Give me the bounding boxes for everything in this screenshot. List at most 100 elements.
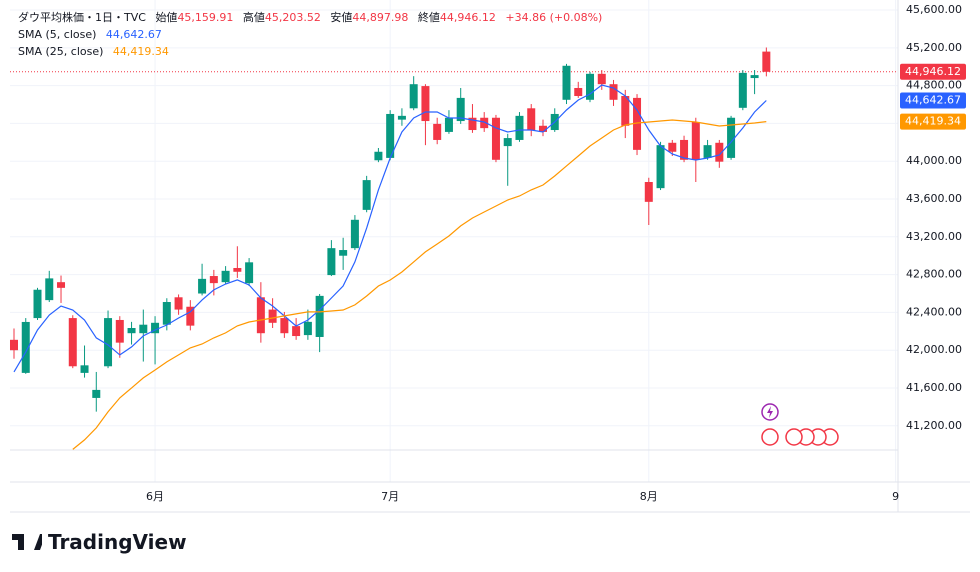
ohlc-label: 安値 [330,11,353,24]
candle-body [691,121,700,160]
x-tick-label: 7月 [381,490,399,503]
sma-line [13,84,767,373]
candle-body [515,115,524,140]
candle-body [750,75,759,79]
change: +34.86 (+0.08%) [505,11,603,24]
candle-body [139,324,148,334]
x-tick-label: 8月 [640,490,658,503]
candle-body [21,321,30,373]
candle-body [68,318,77,367]
candle-body [703,145,712,158]
candle-body [45,278,54,301]
candle-body [315,295,324,337]
candle-body [233,267,242,272]
candle-body [386,113,395,158]
legend-value: 44,419.34 [112,45,169,58]
legend-row: SMA (25, close) 44,419.34 [18,43,602,60]
candle-body [327,248,336,276]
candle-body [256,297,265,334]
y-tick-label: 41,200.00 [906,419,962,432]
candle-body [374,151,383,161]
ohlc-value: 44,946.12 [439,11,496,24]
event-icons [761,403,839,446]
ohlc-label: 終値 [417,11,440,24]
sma-line [72,119,767,450]
price-badge-label: 44,419.34 [905,115,961,128]
candle-body [574,87,583,97]
ohlc-value: 44,897.98 [352,11,409,24]
logo-shape [12,534,42,550]
ohlc-value: 45,203.52 [264,11,321,24]
candle-body [680,139,689,160]
candle-body [186,306,195,326]
candle-body [527,108,536,131]
y-tick-label: 45,200.00 [906,41,962,54]
y-tick-label: 44,800.00 [906,79,962,92]
ohlc-value: 45,159.91 [177,11,234,24]
candle-body [33,289,42,319]
candle-body [586,73,595,100]
candle-body [668,142,677,152]
candle-body [433,123,442,140]
candle-body [350,219,359,249]
price-badge [900,92,966,109]
candle-body [92,389,101,398]
legend: ダウ平均株価・1日・TVC 始値45,159.91 高値45,203.52 安値… [18,9,602,60]
candle-body [303,321,312,336]
candle-body [57,282,66,288]
candle-body [503,138,512,147]
candle-body [633,97,642,150]
price-badge [900,113,966,130]
candle-body [491,117,500,160]
y-tick-label: 42,000.00 [906,343,962,356]
y-tick-label: 41,600.00 [906,381,962,394]
logo [12,534,42,550]
candle-body [268,309,277,323]
candle-body [597,73,606,85]
legend-row: SMA (5, close) 44,642.67 [18,26,602,43]
candle-body [609,84,618,100]
y-tick-label: 42,800.00 [906,268,962,281]
candle-body [762,51,771,72]
x-tick-label: 9 [892,490,899,503]
candle-body [115,319,124,343]
y-tick-label: 43,200.00 [906,230,962,243]
candle-body [80,365,89,373]
legend-entry: SMA (5, close) [18,28,97,41]
candle-body [644,182,653,202]
price-badge-label: 44,642.67 [905,93,961,106]
candle-body [209,276,218,284]
x-tick-label: 6月 [146,490,164,503]
candle-body [162,302,171,325]
candle-body [104,318,113,367]
candle-body [409,84,418,109]
candle-body [444,117,453,132]
ohlc-label: 高値 [242,11,265,24]
candle-body [621,96,630,126]
candle-body [456,97,465,122]
candle-body [280,318,289,334]
candle-body [245,262,254,284]
candle-body [362,180,371,210]
brand-name: TradingView [48,530,187,554]
price-badge-label: 44,946.12 [905,65,961,78]
candle-body [656,145,665,189]
candle-body [127,328,136,334]
candle-body [727,117,736,158]
candle-body [738,72,747,108]
candle-body [421,86,430,122]
legend-entry: SMA (25, close) [18,45,104,58]
y-tick-label: 42,400.00 [906,305,962,318]
candle-body [480,117,489,129]
candle-body [468,117,477,131]
ohlc-label: 始値 [155,11,178,24]
y-tick-label: 43,600.00 [906,192,962,205]
event-icon [761,428,779,446]
candle-body [397,115,406,120]
candle-body [339,250,348,256]
price-badge [900,63,966,80]
candle-body [151,322,160,334]
y-tick-label: 44,000.00 [906,154,962,167]
event-icon [767,406,773,418]
